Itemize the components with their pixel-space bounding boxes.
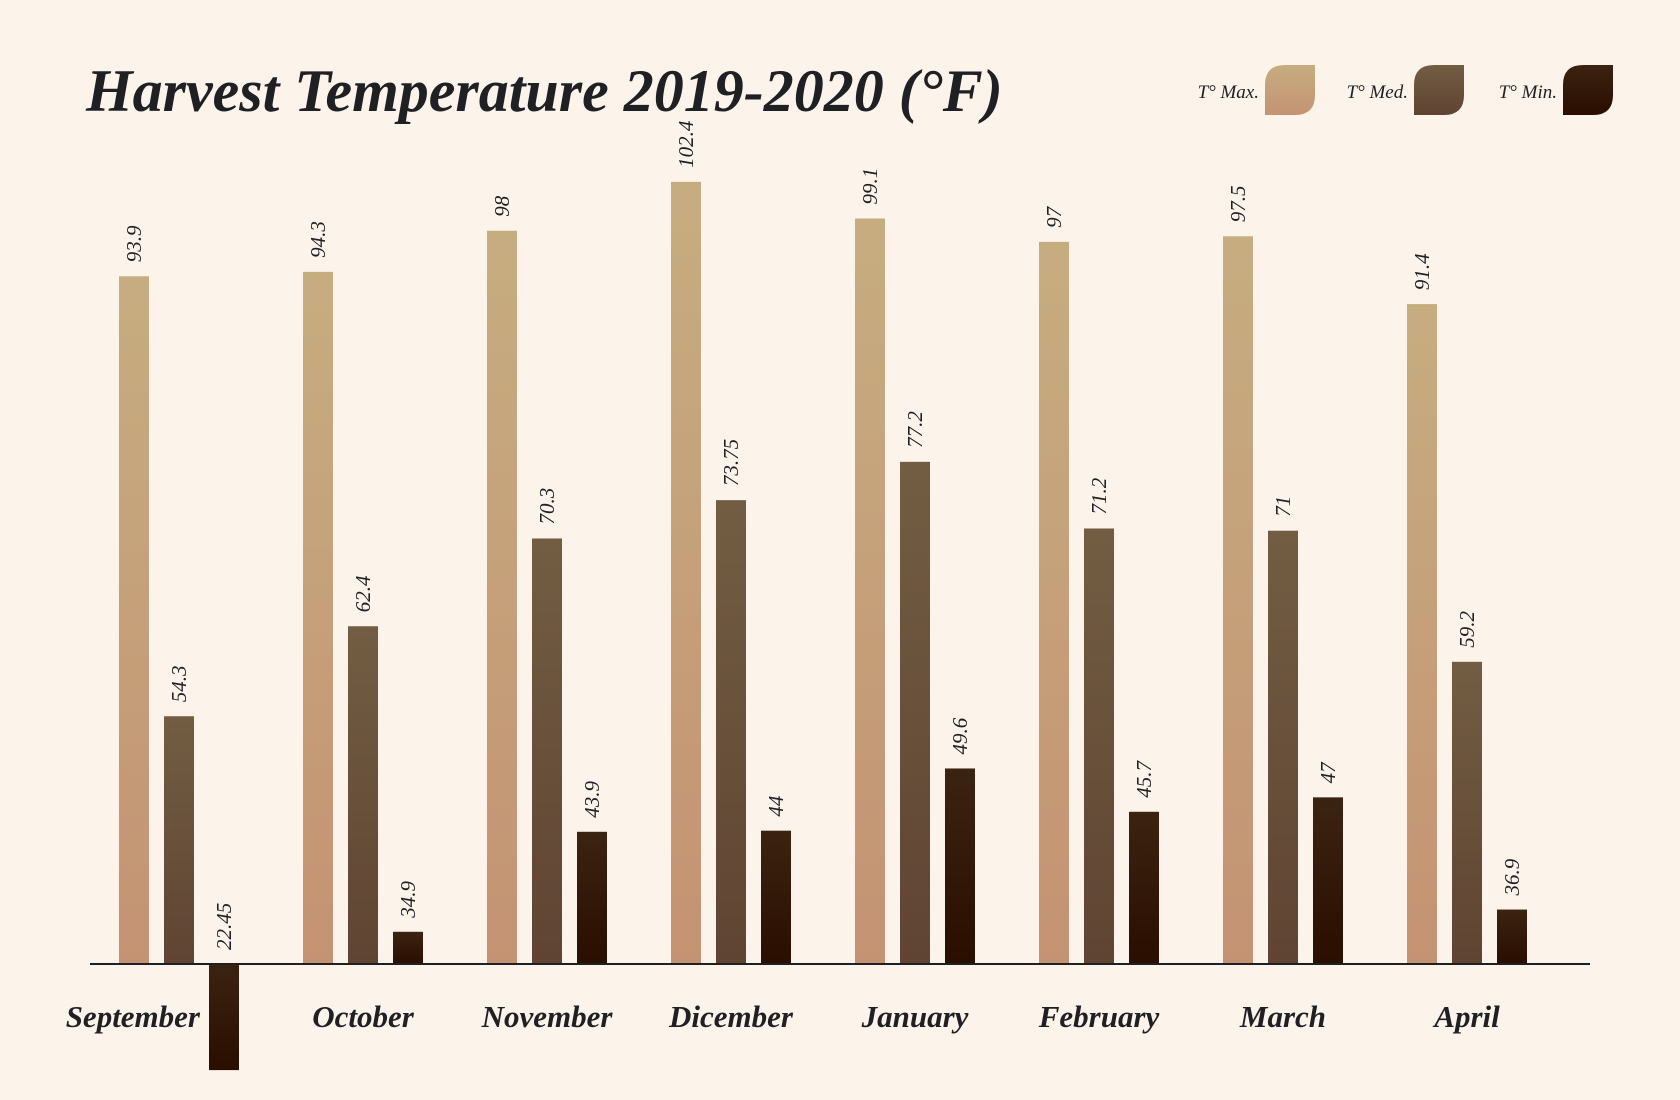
bar-october-min xyxy=(393,931,423,964)
bar-march-min xyxy=(1313,797,1343,964)
bar-february-med xyxy=(1084,528,1114,964)
legend-label: T° Min. xyxy=(1499,82,1557,103)
value-label: 59.2 xyxy=(1455,611,1479,648)
bar-november-max xyxy=(487,230,517,965)
value-label: 99.1 xyxy=(858,168,882,205)
month-label: September xyxy=(66,999,201,1034)
chart-title: Harvest Temperature 2019-2020 (°F) xyxy=(85,58,1003,124)
value-label: 49.6 xyxy=(948,717,972,754)
bar-september-med xyxy=(164,716,194,964)
value-label: 77.2 xyxy=(903,411,927,448)
value-label: 36.9 xyxy=(1500,858,1524,896)
value-label: 62.4 xyxy=(351,575,375,612)
value-label: 102.4 xyxy=(674,120,698,168)
bar-february-min xyxy=(1129,811,1159,964)
value-label: 47 xyxy=(1316,761,1340,784)
month-label: January xyxy=(861,999,969,1034)
month-label: March xyxy=(1239,999,1326,1034)
month-label: April xyxy=(1432,999,1500,1034)
legend-swatch xyxy=(1414,65,1464,115)
bars: 93.9 54.3 22.45 94.3 62.4 34.9 98 70.3 43.9 102.4… xyxy=(119,120,1527,1071)
value-label: 94.3 xyxy=(306,221,330,258)
legend: T° Max. T° Med. T° Min. xyxy=(1198,65,1613,115)
bar-november-min xyxy=(577,831,607,964)
bar-dicember-med xyxy=(716,500,746,964)
bar-march-med xyxy=(1268,530,1298,964)
bar-dicember-max xyxy=(671,181,701,964)
bar-november-med xyxy=(532,538,562,964)
bar-april-min xyxy=(1497,909,1527,964)
value-label: 43.9 xyxy=(580,781,604,818)
legend-swatch xyxy=(1563,65,1613,115)
value-label: 97.5 xyxy=(1226,186,1250,223)
bar-january-max xyxy=(855,218,885,965)
month-label: February xyxy=(1038,999,1160,1034)
value-label: 22.45 xyxy=(212,903,236,950)
legend-swatch xyxy=(1265,65,1315,115)
bar-april-med xyxy=(1452,661,1482,964)
value-label: 45.7 xyxy=(1132,760,1156,798)
month-label: November xyxy=(481,999,614,1034)
value-label: 71.2 xyxy=(1087,477,1111,514)
legend-label: T° Max. xyxy=(1198,82,1259,103)
month-labels: September October November Dicember January F… xyxy=(66,999,1500,1034)
value-label: 54.3 xyxy=(167,665,191,702)
bar-dicember-min xyxy=(761,830,791,964)
bar-april-max xyxy=(1407,304,1437,964)
month-label: Dicember xyxy=(668,999,794,1034)
value-label: 97 xyxy=(1042,205,1066,228)
value-label: 71 xyxy=(1271,496,1295,517)
bar-january-min xyxy=(945,768,975,964)
value-label: 93.9 xyxy=(122,225,146,262)
month-label: October xyxy=(312,999,415,1034)
value-label: 98 xyxy=(490,195,514,217)
bar-september-max xyxy=(119,276,149,964)
bar-february-max xyxy=(1039,241,1069,965)
value-label: 34.9 xyxy=(396,881,420,919)
bar-october-med xyxy=(348,626,378,964)
bar-march-max xyxy=(1223,236,1253,965)
bar-october-max xyxy=(303,271,333,964)
value-label: 44 xyxy=(764,795,788,817)
bar-september-min xyxy=(209,964,239,1071)
value-label: 70.3 xyxy=(535,488,559,525)
bar-january-med xyxy=(900,461,930,964)
legend-label: T° Med. xyxy=(1347,82,1408,103)
value-label: 73.75 xyxy=(719,439,743,486)
value-label: 91.4 xyxy=(1410,253,1434,290)
